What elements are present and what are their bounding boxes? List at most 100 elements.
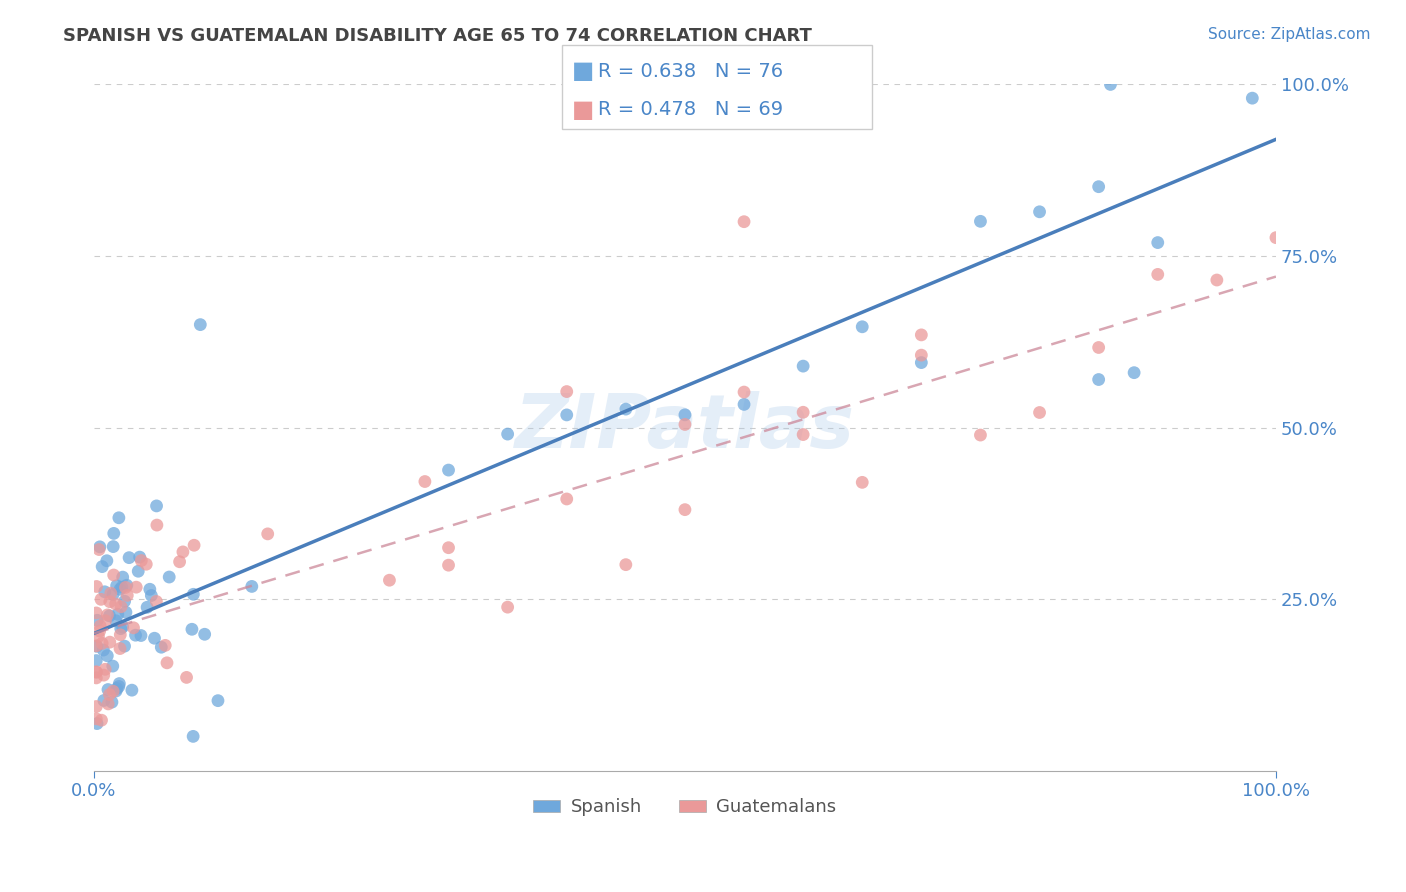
Point	[1123, 366, 1146, 380]
Point	[108, 641, 131, 656]
Point	[437, 463, 460, 477]
Text: R = 0.478   N = 69: R = 0.478 N = 69	[598, 100, 783, 120]
Point	[125, 580, 148, 594]
Point	[792, 405, 814, 419]
Point	[1028, 405, 1050, 419]
Point	[104, 614, 127, 628]
Point	[114, 594, 136, 608]
Point	[1241, 91, 1264, 105]
Point	[145, 499, 167, 513]
Point	[111, 620, 134, 634]
Point	[733, 385, 755, 400]
Point	[84, 665, 107, 679]
Point	[176, 670, 198, 684]
Point	[89, 619, 111, 633]
Point	[969, 428, 991, 442]
Point	[101, 695, 124, 709]
Point	[143, 632, 166, 646]
Point	[181, 730, 204, 744]
Point	[169, 555, 191, 569]
Point	[150, 640, 173, 655]
Point	[104, 597, 127, 611]
Point	[90, 713, 112, 727]
Point	[155, 639, 177, 653]
Point	[87, 542, 110, 557]
Point	[792, 427, 814, 442]
Point	[1205, 273, 1227, 287]
Point	[1265, 230, 1288, 244]
Point	[733, 215, 755, 229]
Point	[94, 614, 117, 628]
Point	[108, 680, 131, 694]
Point	[496, 600, 519, 615]
Point	[910, 327, 932, 342]
Point	[1028, 204, 1050, 219]
Point	[91, 636, 114, 650]
Point	[127, 564, 149, 578]
Point	[1087, 372, 1109, 386]
Point	[733, 397, 755, 411]
Point	[87, 629, 110, 643]
Point	[555, 408, 578, 422]
Point	[96, 607, 118, 622]
Point	[115, 578, 138, 592]
Point	[93, 693, 115, 707]
Point	[122, 621, 145, 635]
Text: R = 0.638   N = 76: R = 0.638 N = 76	[598, 62, 783, 81]
Point	[108, 676, 131, 690]
Point	[86, 716, 108, 731]
Point	[145, 594, 167, 608]
Point	[101, 659, 124, 673]
Point	[240, 579, 263, 593]
Point	[103, 568, 125, 582]
Text: ■: ■	[572, 60, 595, 83]
Point	[792, 359, 814, 373]
Point	[129, 628, 152, 642]
Point	[84, 654, 107, 668]
Point	[115, 605, 138, 619]
Point	[437, 558, 460, 573]
Point	[94, 584, 117, 599]
Point	[108, 582, 131, 597]
Point	[86, 613, 108, 627]
Point	[100, 586, 122, 600]
Point	[111, 580, 134, 594]
Point	[86, 640, 108, 654]
Point	[89, 624, 111, 638]
Point	[673, 408, 696, 422]
Point	[188, 318, 211, 332]
Point	[135, 558, 157, 572]
Point	[555, 384, 578, 399]
Text: Source: ZipAtlas.com: Source: ZipAtlas.com	[1208, 27, 1371, 42]
Point	[129, 553, 152, 567]
Point	[139, 582, 162, 597]
Point	[172, 545, 194, 559]
Point	[128, 550, 150, 565]
Point	[105, 684, 128, 698]
Point	[90, 592, 112, 607]
Text: ZIPatlas: ZIPatlas	[515, 391, 855, 464]
Point	[1087, 179, 1109, 194]
Point	[84, 712, 107, 726]
Point	[103, 526, 125, 541]
Point	[207, 693, 229, 707]
Point	[673, 502, 696, 516]
Point	[183, 538, 205, 552]
Point	[121, 683, 143, 698]
Point	[114, 639, 136, 653]
Point	[136, 600, 159, 615]
Point	[97, 682, 120, 697]
Point	[437, 541, 460, 555]
Point	[94, 662, 117, 676]
Point	[614, 558, 637, 572]
Point	[105, 579, 128, 593]
Point	[91, 559, 114, 574]
Point	[108, 510, 131, 524]
Point	[84, 639, 107, 653]
Point	[98, 688, 121, 702]
Point	[84, 671, 107, 685]
Point	[910, 355, 932, 369]
Point	[98, 635, 121, 649]
Point	[84, 699, 107, 714]
Point	[1087, 341, 1109, 355]
